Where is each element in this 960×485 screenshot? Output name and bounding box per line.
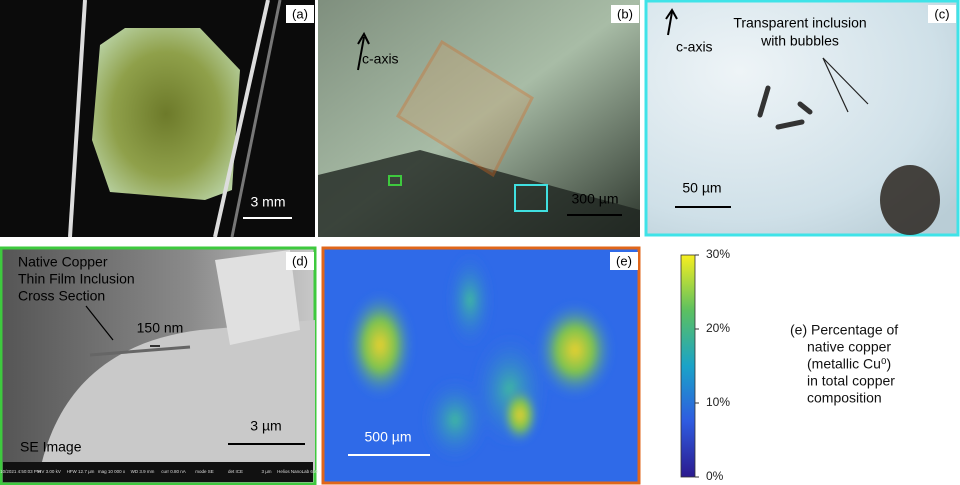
- info-text: mode SE: [195, 469, 214, 474]
- panel-label: (a): [292, 6, 308, 21]
- colorbar: 0% 10% 20% 30%: [680, 247, 730, 483]
- thickness-label: 150 nm: [137, 320, 184, 336]
- scale-label: 3 mm: [251, 194, 286, 210]
- scale-label: 500 µm: [365, 429, 412, 445]
- panel-a: (a) 3 mm: [0, 0, 315, 238]
- caption-line: (e) Percentage of: [790, 322, 898, 338]
- caption-line: in total copper: [807, 373, 895, 389]
- annotation: with bubbles: [760, 33, 839, 49]
- tick-label: 30%: [706, 247, 730, 261]
- panel-label: (d): [292, 253, 308, 268]
- caption-line: native copper: [807, 339, 891, 355]
- tick-label: 20%: [706, 321, 730, 335]
- info-text: WD 3.9 mm: [131, 469, 155, 474]
- panel-label: (c): [934, 6, 949, 21]
- caption-line: composition: [807, 390, 882, 406]
- info-text: HFW 12.7 µm: [67, 469, 95, 474]
- axis-label: c-axis: [362, 51, 399, 67]
- caption-line: (metallic Cu⁰): [807, 356, 891, 372]
- info-text: mag 10 000 x: [98, 469, 126, 474]
- detector-label: SE Image: [20, 439, 82, 455]
- scale-label: 300 µm: [572, 191, 619, 207]
- axis-label: c-axis: [676, 39, 713, 55]
- info-text: 3 µm: [261, 469, 271, 474]
- info-text: HV 3.00 kV: [38, 469, 61, 474]
- annotation: Cross Section: [18, 288, 105, 304]
- panel-e: (e) 500 µm: [321, 246, 641, 485]
- panel-b: c-axis (b) 300 µm: [318, 0, 640, 237]
- panel-d: Native Copper Thin Film Inclusion Cross …: [0, 246, 318, 485]
- scale-label: 3 µm: [250, 418, 281, 434]
- annotation: Transparent inclusion: [733, 15, 866, 31]
- info-text: curr 0.80 nA: [161, 469, 186, 474]
- info-text: det ICE: [228, 469, 243, 474]
- tick-label: 10%: [706, 395, 730, 409]
- scale-label: 50 µm: [682, 180, 721, 196]
- tick-label: 0%: [706, 469, 724, 483]
- panel-label: (b): [617, 6, 633, 21]
- annotation: Native Copper: [18, 254, 108, 270]
- panel-c: c-axis Transparent inclusion with bubble…: [644, 0, 960, 237]
- annotation: Thin Film Inclusion: [18, 271, 135, 287]
- panel-label: (e): [616, 253, 632, 268]
- info-text: 8/10/2021 4:50:03 PM: [0, 469, 41, 474]
- info-text: Helios NanoLab 650: [277, 469, 318, 474]
